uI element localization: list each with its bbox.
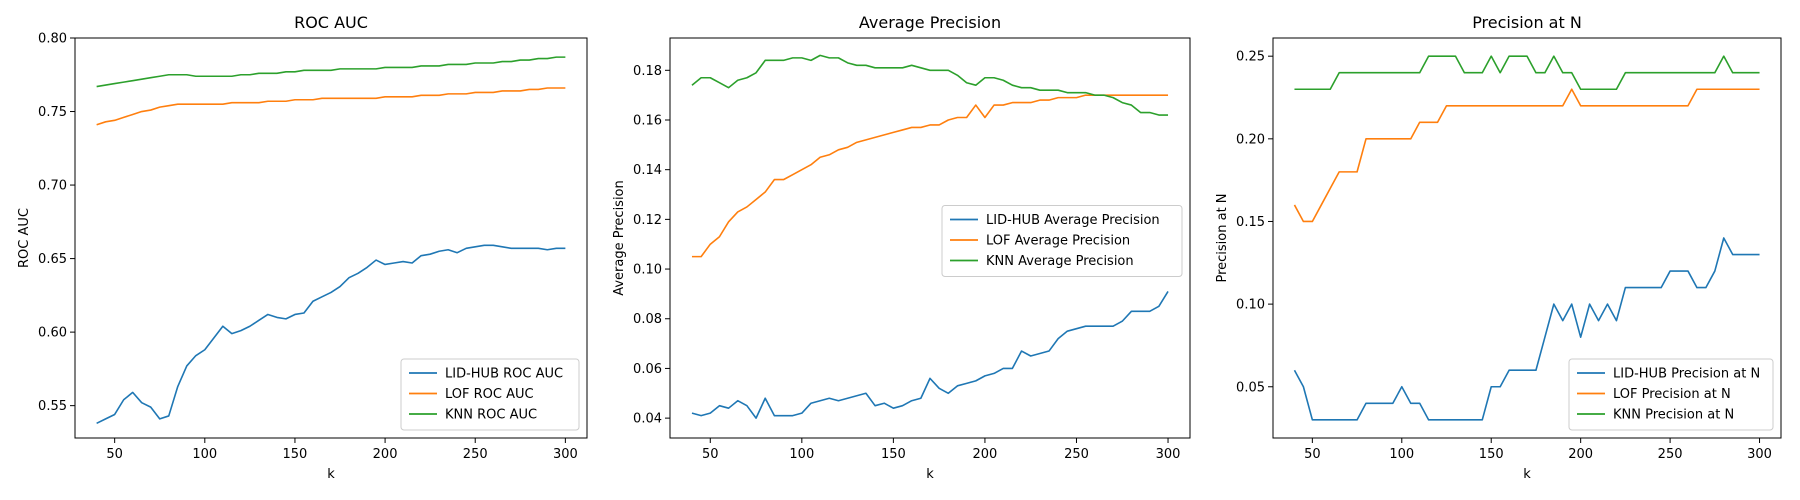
- y-tick-label: 0.06: [633, 362, 662, 377]
- series-line-1: [1293, 237, 1760, 421]
- x-tick-label: 150: [1479, 447, 1504, 462]
- legend: LID-HUB Precision at N LOF Precision at N…: [1568, 358, 1774, 431]
- y-tick-label: 0.12: [633, 213, 662, 228]
- series-line-1: [96, 244, 566, 425]
- x-tick-label: 100: [192, 447, 217, 462]
- legend-label: LID-HUB ROC AUC: [445, 367, 563, 382]
- y-tick-label: 0.18: [633, 64, 662, 79]
- legend-label: LID-HUB Precision at N: [1613, 367, 1760, 382]
- x-tick-label: 150: [881, 447, 906, 462]
- y-axis-label: ROC AUC: [17, 208, 32, 268]
- plot-frame: [74, 37, 588, 439]
- legend-box: [941, 205, 1183, 277]
- x-tick-label: 250: [1064, 447, 1089, 462]
- legend-label: KNN Average Precision: [986, 254, 1134, 269]
- y-tick-label: 0.15: [1236, 215, 1265, 230]
- y-tick-label: 0.10: [633, 263, 662, 278]
- legend-label: LOF Precision at N: [1613, 387, 1731, 402]
- series-line-3: [1294, 55, 1760, 91]
- y-tick-label: 0.05: [1236, 380, 1265, 395]
- y-tick-label: 0.60: [38, 326, 67, 341]
- x-tick-label: 50: [106, 447, 123, 462]
- series-line-2: [1293, 88, 1760, 223]
- x-tick-label: 200: [373, 447, 398, 462]
- x-tick-label: 250: [463, 447, 488, 462]
- legend-label: LOF ROC AUC: [445, 387, 534, 402]
- chart-panel-2: Average Precision 50 100 150 200 250 300 0.04 0.…: [612, 13, 1191, 482]
- y-tick-label: 0.70: [38, 179, 67, 194]
- legend-box: [1568, 358, 1774, 431]
- x-tick-label: 100: [1389, 447, 1414, 462]
- x-tick-label: 150: [283, 447, 308, 462]
- legend-label: KNN Precision at N: [1613, 408, 1734, 423]
- x-tick-label: 50: [1304, 447, 1321, 462]
- x-tick-label: 200: [1568, 447, 1593, 462]
- x-tick-label: 300: [553, 447, 578, 462]
- x-axis-label: k: [327, 467, 335, 482]
- series-line-3: [691, 54, 1169, 116]
- legend-label: LID-HUB Average Precision: [986, 213, 1160, 228]
- y-tick-label: 0.04: [633, 412, 662, 427]
- x-tick-label: 250: [1658, 447, 1683, 462]
- chart-title: ROC AUC: [294, 13, 368, 32]
- x-axis-label: k: [1523, 467, 1531, 482]
- series-line-2: [96, 87, 566, 126]
- y-tick-label: 0.25: [1236, 50, 1265, 65]
- legend-label: LOF Average Precision: [986, 234, 1130, 249]
- y-tick-label: 0.80: [38, 32, 67, 47]
- y-tick-label: 0.75: [38, 105, 67, 120]
- y-tick-label: 0.20: [1236, 132, 1265, 147]
- y-tick-label: 0.10: [1236, 298, 1265, 313]
- legend: LID-HUB ROC AUC LOF ROC AUC KNN ROC AUC: [400, 358, 580, 431]
- chart-panel-1: ROC AUC 50 100 150 200 250 300 0.55 0.60 0.65 0.70…: [17, 13, 588, 482]
- chart-title: Precision at N: [1472, 13, 1582, 32]
- y-tick-label: 0.08: [633, 312, 662, 327]
- x-tick-label: 100: [789, 447, 814, 462]
- legend-box: [400, 358, 580, 431]
- y-axis-label: Precision at N: [1215, 193, 1230, 282]
- plot-frame: [1272, 37, 1782, 439]
- x-tick-label: 300: [1747, 447, 1772, 462]
- plot-frame: [669, 37, 1191, 439]
- y-tick-label: 0.55: [38, 399, 67, 414]
- series-line-2: [691, 94, 1169, 258]
- x-axis-label: k: [926, 467, 934, 482]
- series-line-3: [96, 56, 566, 88]
- chart-title: Average Precision: [859, 13, 1001, 32]
- chart-panel-3: Precision at N 50 100 150 200 250 300 0.05 0.10 0…: [1215, 13, 1782, 482]
- x-tick-label: 200: [973, 447, 998, 462]
- series-line-1: [691, 291, 1169, 419]
- x-tick-label: 300: [1156, 447, 1181, 462]
- x-tick-label: 50: [702, 447, 719, 462]
- legend-label: KNN ROC AUC: [445, 408, 537, 423]
- y-tick-label: 0.65: [38, 252, 67, 267]
- y-tick-label: 0.14: [633, 163, 662, 178]
- y-tick-label: 0.16: [633, 113, 662, 128]
- y-axis-label: Average Precision: [612, 180, 627, 296]
- legend: LID-HUB Average Precision LOF Average Pre…: [941, 205, 1183, 277]
